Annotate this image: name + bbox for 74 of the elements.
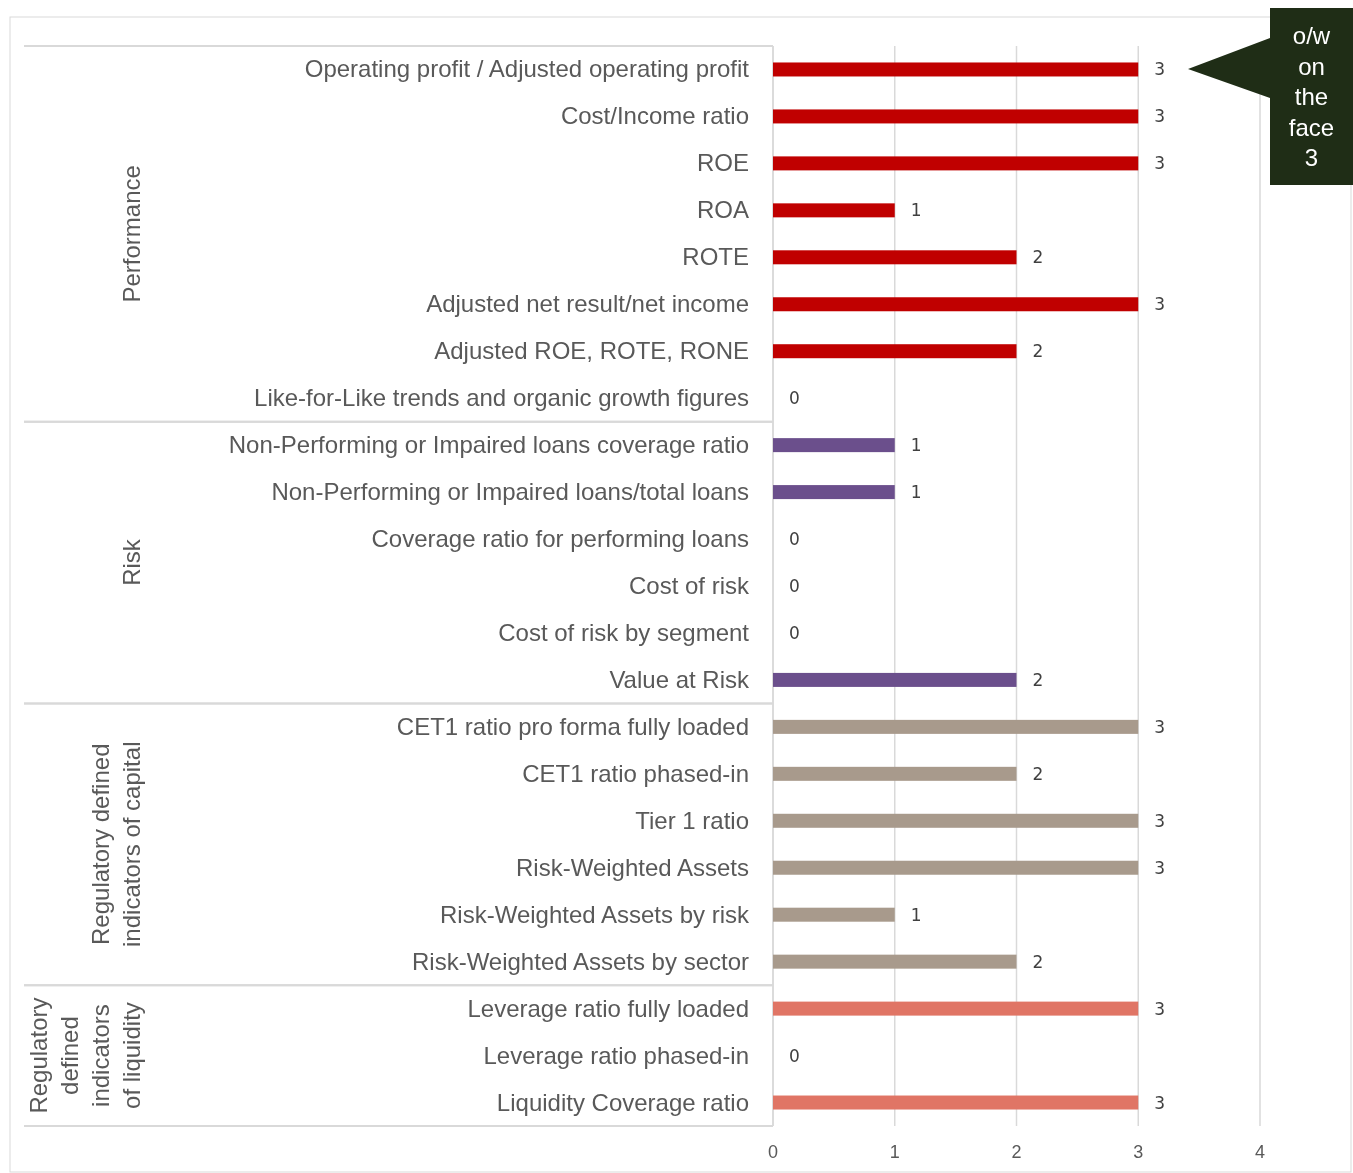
text: Risk — [118, 538, 145, 586]
bar — [773, 438, 895, 453]
bar — [773, 766, 1017, 781]
data-label: 2 — [1032, 247, 1044, 268]
bar — [773, 954, 1017, 969]
y-tick-label: Operating profit / Adjusted operating profit — [304, 55, 750, 83]
data-label: 3 — [1154, 153, 1166, 174]
y-tick-label: ROA — [696, 196, 749, 224]
y-tick-label: Leverage ratio fully loaded — [467, 994, 749, 1022]
data-label: 3 — [1154, 1092, 1166, 1113]
bar — [773, 485, 895, 500]
x-tick-label: 0 — [767, 1142, 779, 1162]
x-tick-label: 1 — [889, 1142, 900, 1162]
data-label: 1 — [910, 904, 922, 925]
text: o/w on the face 3 — [1288, 22, 1335, 171]
y-tick-label: Adjusted net result/net income — [426, 290, 749, 318]
bar — [773, 1095, 1139, 1110]
data-label: 3 — [1154, 106, 1166, 127]
data-label: 3 — [1154, 59, 1166, 80]
y-tick-label: Adjusted ROE, ROTE, RONE — [434, 337, 749, 365]
text: Performance — [118, 165, 145, 303]
y-tick-label: Risk-Weighted Assets — [516, 853, 749, 881]
data-label: 3 — [1154, 294, 1166, 315]
bar — [773, 813, 1139, 828]
x-tick-label: 4 — [1254, 1142, 1266, 1162]
data-label: 1 — [910, 435, 922, 456]
y-tick-label: Tier 1 ratio — [635, 806, 749, 834]
data-label: 2 — [1032, 951, 1044, 972]
y-tick-label: Liquidity Coverage ratio — [496, 1088, 749, 1116]
data-label: 0 — [789, 576, 800, 596]
data-label: 1 — [910, 200, 922, 221]
bar — [773, 672, 1017, 687]
bar — [773, 719, 1139, 734]
bar — [773, 203, 895, 218]
y-tick-label: CET1 ratio pro forma fully loaded — [396, 712, 749, 740]
text: Regulatory defined indicators of capital — [87, 741, 145, 947]
bar — [773, 344, 1017, 359]
y-tick-label: Like-for-Like trends and organic growth figures — [254, 384, 749, 412]
data-label: 3 — [1154, 998, 1166, 1019]
bar — [773, 907, 895, 922]
data-label: 3 — [1154, 810, 1166, 831]
y-tick-label: Coverage ratio for performing loans — [371, 525, 749, 553]
data-label: 2 — [1032, 669, 1044, 690]
data-label: 0 — [789, 529, 800, 550]
data-label: 0 — [789, 622, 800, 643]
text: Regulatory defined indicators of liquidity — [25, 997, 145, 1114]
bar — [773, 62, 1139, 77]
bar — [773, 860, 1139, 875]
y-tick-label: ROTE — [682, 243, 749, 271]
data-label: 2 — [1032, 763, 1044, 784]
y-tick-label: Value at Risk — [609, 665, 750, 693]
y-tick-label: ROE — [696, 149, 749, 177]
y-tick-label: CET1 ratio phased-in — [522, 759, 749, 787]
y-tick-label: Leverage ratio phased-in — [483, 1041, 749, 1069]
bar — [773, 156, 1139, 171]
bar — [773, 297, 1139, 312]
y-tick-label: Cost of risk by segment — [498, 618, 750, 646]
x-tick-label: 2 — [1011, 1142, 1022, 1162]
bar — [773, 109, 1139, 124]
data-label: 1 — [910, 482, 922, 503]
x-tick-label: 3 — [1133, 1142, 1144, 1162]
data-label: 0 — [789, 388, 800, 409]
data-label: 3 — [1154, 716, 1166, 737]
data-label: 2 — [1032, 341, 1044, 362]
y-tick-label: Risk-Weighted Assets by sector — [411, 947, 749, 975]
data-label: 3 — [1154, 857, 1166, 878]
data-label: 0 — [789, 1045, 800, 1066]
bar — [773, 250, 1017, 265]
y-tick-label: Risk-Weighted Assets by risk — [440, 900, 750, 928]
bar — [773, 1001, 1139, 1016]
y-tick-label: Non-Performing or Impaired loans/total loans — [271, 478, 749, 506]
y-tick-label: Cost of risk — [628, 572, 750, 599]
y-tick-label: Cost/Income ratio — [560, 102, 749, 130]
y-tick-label: Non-Performing or Impaired loans coverage ratio — [228, 431, 749, 459]
